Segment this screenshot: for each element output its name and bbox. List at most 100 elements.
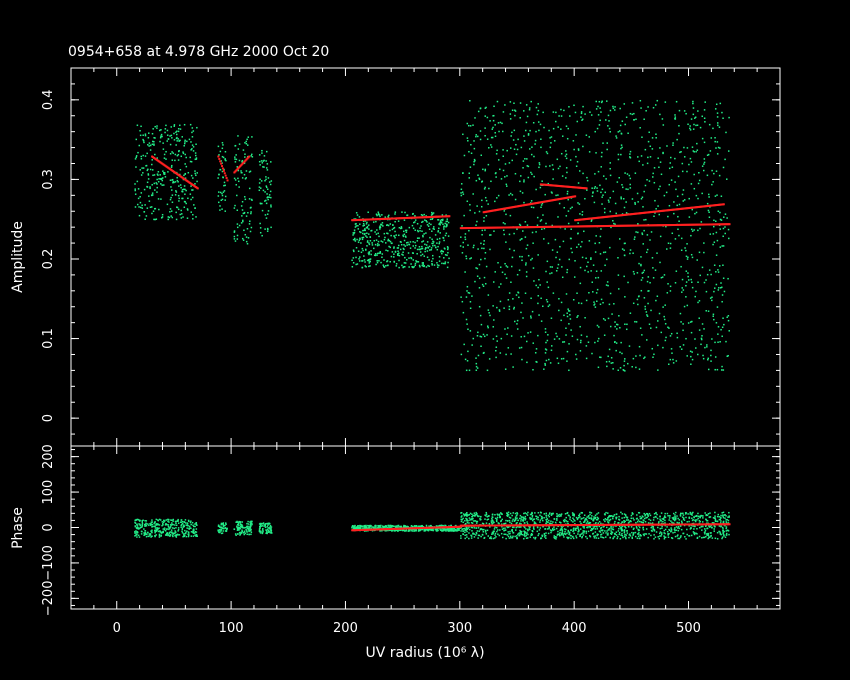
- phase-data-point: [367, 527, 370, 529]
- amplitude-data-point: [221, 162, 223, 164]
- amplitude-data-point: [549, 266, 552, 268]
- amplitude-data-point: [505, 183, 508, 186]
- amplitude-data-point: [623, 360, 626, 362]
- amplitude-data-point: [363, 259, 366, 261]
- amplitude-data-point: [540, 320, 543, 322]
- phase-data-point: [187, 534, 190, 537]
- amplitude-data-point: [400, 227, 402, 230]
- amplitude-data-point: [483, 276, 486, 279]
- amplitude-data-point: [606, 281, 609, 283]
- amplitude-data-point: [359, 256, 361, 258]
- amplitude-data-point: [720, 195, 723, 197]
- amplitude-data-point: [467, 244, 469, 246]
- amplitude-data-point: [476, 367, 479, 369]
- phase-data-point: [388, 529, 391, 532]
- amplitude-data-point: [574, 260, 576, 262]
- phase-data-point: [134, 535, 136, 537]
- amplitude-data-point: [566, 171, 568, 174]
- amplitude-data-point: [662, 346, 664, 349]
- amplitude-data-point: [361, 236, 363, 239]
- phase-data-point: [664, 512, 666, 515]
- amplitude-data-point: [414, 264, 417, 266]
- phase-data-point: [177, 522, 180, 524]
- amplitude-data-point: [665, 336, 667, 339]
- amplitude-data-point: [624, 242, 626, 245]
- amplitude-data-point: [602, 175, 605, 177]
- amplitude-data-point: [579, 266, 582, 269]
- amplitude-data-point: [518, 223, 521, 226]
- amplitude-data-point: [185, 156, 187, 159]
- amplitude-data-point: [265, 167, 268, 169]
- amplitude-data-point: [368, 242, 370, 244]
- amplitude-data-point: [401, 253, 403, 256]
- amplitude-data-point: [175, 191, 178, 193]
- phase-data-point: [468, 537, 470, 540]
- amplitude-data-point: [608, 127, 611, 130]
- phase-data-point: [171, 532, 173, 534]
- phase-data-point: [164, 534, 167, 536]
- amplitude-data-point: [714, 137, 716, 139]
- amplitude-data-point: [353, 229, 356, 231]
- phase-data-point: [167, 524, 170, 526]
- phase-data-point: [266, 532, 268, 535]
- amplitude-data-point: [698, 171, 700, 174]
- amplitude-data-point: [412, 245, 415, 247]
- amplitude-data-point: [667, 215, 669, 218]
- amplitude-data-point: [687, 123, 689, 126]
- amplitude-data-point: [565, 177, 567, 179]
- amplitude-data-point: [462, 311, 465, 314]
- amplitude-data-point: [677, 228, 679, 231]
- phase-data-point: [144, 530, 147, 532]
- amplitude-data-point: [438, 242, 440, 245]
- amplitude-data-point: [268, 194, 271, 196]
- phase-data-point: [248, 527, 250, 530]
- amplitude-data-point: [134, 183, 136, 185]
- amplitude-data-point: [472, 246, 475, 249]
- amplitude-data-point: [552, 168, 555, 171]
- amplitude-data-point: [599, 356, 601, 358]
- amplitude-data-point: [524, 236, 527, 238]
- phase-data-point: [642, 528, 645, 531]
- amplitude-data-point: [147, 168, 149, 171]
- amplitude-data-point: [593, 301, 595, 303]
- phase-data-point: [441, 528, 443, 530]
- amplitude-data-point: [394, 230, 396, 233]
- amplitude-data-point: [414, 215, 416, 217]
- amplitude-data-point: [656, 295, 659, 297]
- amplitude-data-point: [149, 168, 152, 171]
- amplitude-data-point: [538, 278, 540, 281]
- amplitude-data-point: [698, 179, 701, 182]
- amplitude-data-point: [480, 242, 482, 245]
- amplitude-data-point: [469, 99, 471, 102]
- phase-data-point: [633, 519, 635, 521]
- phase-data-point: [378, 524, 381, 527]
- amplitude-data-point: [262, 166, 264, 168]
- amplitude-data-point: [482, 168, 484, 171]
- amplitude-data-point: [503, 210, 506, 212]
- amplitude-data-point: [695, 150, 697, 153]
- amplitude-data-point: [364, 265, 367, 267]
- amplitude-data-point: [259, 187, 262, 189]
- amplitude-data-point: [242, 239, 245, 241]
- amplitude-data-point: [235, 184, 238, 186]
- amplitude-data-point: [604, 264, 606, 267]
- phase-data-point: [171, 531, 173, 533]
- amplitude-data-point: [588, 151, 591, 153]
- amplitude-data-point: [219, 191, 222, 194]
- amplitude-data-point: [134, 193, 137, 195]
- amplitude-data-point: [367, 252, 370, 254]
- amplitude-data-point: [437, 245, 439, 248]
- phase-data-point: [631, 536, 633, 539]
- phase-data-point: [473, 512, 476, 514]
- phase-data-point: [248, 530, 250, 533]
- phase-data-point: [600, 527, 602, 530]
- phase-data-point: [154, 531, 156, 534]
- amplitude-data-point: [596, 187, 598, 189]
- amplitude-data-point: [617, 274, 620, 276]
- amplitude-data-point: [707, 357, 710, 360]
- amplitude-data-point: [717, 271, 720, 273]
- amplitude-data-point: [706, 344, 708, 346]
- amplitude-data-point: [496, 149, 498, 152]
- amplitude-data-point: [665, 191, 668, 194]
- amplitude-data-point: [385, 249, 387, 252]
